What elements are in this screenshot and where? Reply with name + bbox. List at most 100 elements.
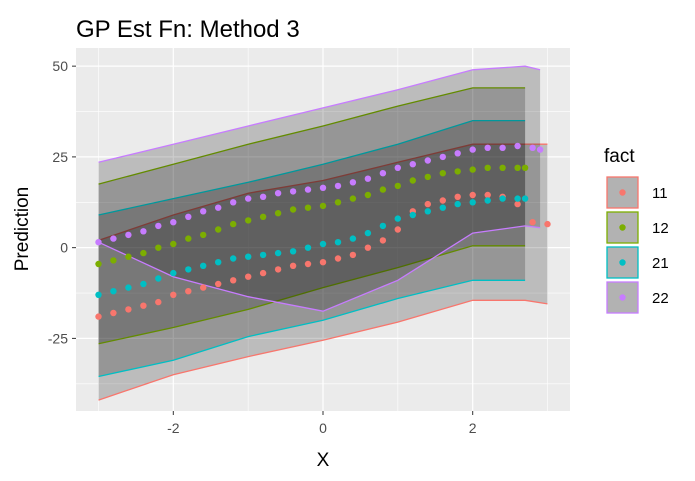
point-11 [424, 200, 431, 208]
point-21 [379, 222, 387, 230]
point-11 [185, 288, 192, 295]
point-12 [274, 210, 282, 217]
point-12 [110, 257, 117, 264]
point-11 [319, 259, 327, 266]
point-22 [140, 228, 147, 235]
point-21 [230, 255, 237, 262]
point-21 [484, 197, 491, 204]
point-11 [259, 269, 267, 277]
point-11 [514, 200, 521, 208]
point-21 [155, 275, 162, 282]
point-11 [245, 273, 252, 280]
point-22 [484, 144, 491, 151]
point-11 [215, 280, 222, 288]
ribbon-lower-21 [98, 279, 526, 378]
point-21 [439, 204, 446, 211]
point-12 [424, 173, 431, 181]
point-21 [245, 253, 252, 260]
point-21 [521, 195, 529, 202]
point-22 [499, 144, 506, 151]
point-11 [155, 298, 162, 306]
point-12 [125, 253, 132, 260]
point-21 [499, 195, 506, 202]
point-22 [394, 164, 401, 171]
point-21 [349, 235, 357, 242]
ribbon-lower-22 [98, 225, 541, 312]
point-22 [200, 208, 207, 215]
legend-label-11: 11 [652, 185, 668, 202]
point-21 [170, 269, 177, 277]
point-22 [215, 204, 222, 211]
point-22 [289, 188, 297, 195]
y-tick-label: 25 [52, 149, 68, 165]
data-points [95, 142, 551, 320]
point-12 [140, 249, 147, 257]
point-22 [454, 150, 461, 157]
point-12 [334, 199, 342, 206]
x-tick-label: 0 [319, 420, 327, 436]
point-22 [364, 175, 372, 182]
point-22 [170, 219, 177, 226]
point-12 [185, 235, 192, 242]
point-12 [304, 204, 312, 211]
point-11 [379, 237, 387, 244]
legend-point-11 [619, 189, 626, 196]
point-22 [334, 182, 342, 190]
point-22 [379, 170, 387, 177]
point-21 [289, 248, 297, 255]
point-11 [95, 313, 102, 320]
point-12 [469, 166, 476, 173]
point-11 [125, 306, 132, 313]
point-21 [125, 284, 132, 291]
point-12 [394, 182, 401, 190]
point-22 [245, 195, 252, 202]
legend-key-22 [606, 281, 639, 314]
point-22 [349, 179, 357, 186]
point-21 [409, 211, 416, 219]
point-12 [409, 177, 416, 184]
point-21 [319, 240, 327, 248]
point-11 [544, 220, 551, 228]
ribbon-upper-21 [98, 119, 526, 216]
legend-point-12 [619, 224, 626, 231]
point-22 [185, 213, 192, 220]
chart-title: GP Est Fn: Method 3 [76, 16, 300, 43]
point-21 [514, 195, 521, 202]
point-12 [155, 244, 162, 251]
point-21 [140, 280, 147, 288]
point-11 [454, 193, 461, 200]
point-11 [394, 226, 401, 233]
point-21 [454, 200, 461, 208]
point-22 [536, 146, 544, 153]
point-22 [259, 193, 267, 200]
point-22 [125, 231, 132, 239]
point-21 [334, 239, 342, 246]
point-22 [514, 142, 521, 150]
point-21 [469, 199, 476, 206]
point-11 [140, 302, 147, 309]
ribbon-lower-11 [98, 299, 548, 401]
point-22 [110, 235, 117, 242]
point-11 [349, 251, 357, 259]
point-12 [230, 220, 237, 228]
point-12 [439, 170, 446, 177]
point-12 [245, 217, 252, 224]
y-tick-label: -25 [48, 330, 68, 346]
point-11 [439, 197, 446, 204]
ribbon-lower-12 [98, 245, 526, 345]
point-11 [484, 191, 491, 199]
legend-point-21 [619, 259, 626, 266]
point-21 [424, 208, 431, 215]
point-22 [274, 190, 282, 197]
point-22 [409, 161, 416, 168]
point-21 [200, 262, 207, 269]
point-22 [95, 239, 102, 246]
point-11 [274, 266, 282, 273]
point-11 [200, 284, 207, 291]
point-11 [110, 309, 117, 317]
point-12 [454, 168, 461, 175]
ribbon-11 [98, 144, 548, 401]
point-11 [334, 255, 342, 262]
point-21 [185, 266, 192, 273]
